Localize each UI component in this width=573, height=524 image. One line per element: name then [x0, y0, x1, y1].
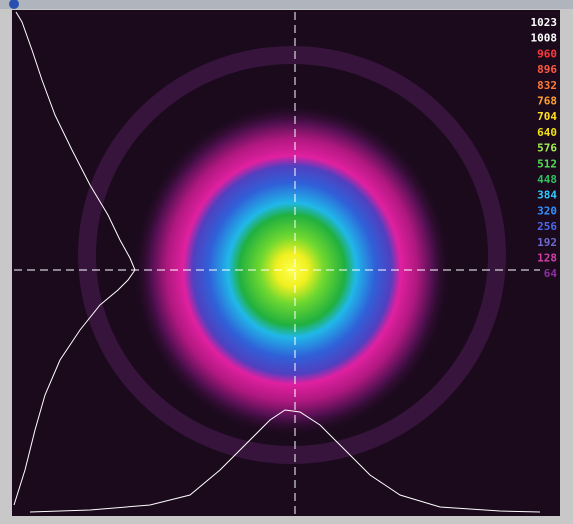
scale-label: 1023 — [531, 16, 558, 29]
page: 1023 1008 960 896 832 768 704 640 576 512 448 384 32… — [0, 0, 573, 524]
title-bar — [0, 0, 573, 9]
scale-label: 896 — [537, 63, 557, 76]
scale-label: 256 — [537, 220, 557, 233]
scale-label: 64 — [544, 267, 558, 280]
profiler-window: 1023 1008 960 896 832 768 704 640 576 512 448 384 32… — [0, 0, 573, 524]
scale-label: 640 — [537, 126, 557, 139]
scale-label: 320 — [537, 204, 557, 217]
scale-label: 128 — [537, 252, 557, 265]
scale-label: 192 — [537, 236, 557, 249]
scale-label: 960 — [537, 47, 557, 60]
scale-label: 448 — [537, 173, 557, 186]
scale-label: 1008 — [531, 32, 558, 45]
scale-label: 512 — [537, 157, 557, 170]
scale-label: 576 — [537, 142, 557, 155]
scale-label: 384 — [537, 189, 557, 202]
scale-label: 768 — [537, 95, 557, 108]
scale-label: 704 — [537, 110, 557, 123]
scale-label: 832 — [537, 79, 557, 92]
